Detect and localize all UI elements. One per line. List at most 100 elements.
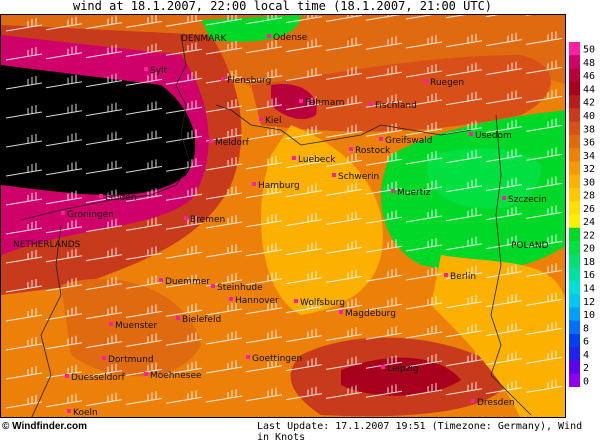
place-duemmer[interactable]: Duemmer <box>159 277 210 287</box>
legend-swatch <box>569 188 580 202</box>
place-muertiz[interactable]: Muertiz <box>391 188 431 198</box>
legend-swatch <box>569 228 580 242</box>
place-luebeck[interactable]: Luebeck <box>292 155 336 165</box>
legend-value: 18 <box>583 257 595 268</box>
place-odense[interactable]: Odense <box>267 33 308 43</box>
copyright: © Windfinder.com <box>2 421 87 432</box>
place-muenster[interactable]: Muenster <box>109 321 157 331</box>
place-marker-icon <box>246 355 250 359</box>
legend-swatch <box>569 135 580 149</box>
place-label: Duemmer <box>165 277 210 287</box>
legend-swatch <box>569 108 580 122</box>
legend-value: 20 <box>583 244 595 255</box>
place-marker-icon <box>332 173 336 177</box>
place-label: Groningen <box>67 210 114 220</box>
legend-swatch <box>569 201 580 215</box>
place-marker-icon <box>424 79 428 83</box>
legend-swatch <box>569 241 580 255</box>
place-marker-icon <box>259 117 263 121</box>
place-rostock[interactable]: Rostock <box>349 146 391 156</box>
place-fischland[interactable]: Fischland <box>369 101 417 111</box>
place-groningen[interactable]: Groningen <box>61 210 114 220</box>
place-bremen[interactable]: Bremen <box>184 215 225 225</box>
place-szczecin[interactable]: Szczecin <box>502 195 547 205</box>
place-label: Fischland <box>375 101 417 111</box>
place-goettingen[interactable]: Goettingen <box>246 354 302 364</box>
place-dresden[interactable]: Dresden <box>471 398 515 408</box>
place-hannover[interactable]: Hannover <box>229 296 279 306</box>
place-greifswald[interactable]: Greifswald <box>379 136 432 146</box>
place-marker-icon <box>144 372 148 376</box>
place-usedom[interactable]: Usedom <box>469 131 512 141</box>
place-marker-icon <box>381 365 385 369</box>
legend-swatch <box>569 374 580 387</box>
legend-value: 8 <box>583 323 589 334</box>
place-marker-icon <box>184 216 188 220</box>
place-label: Bielefeld <box>182 315 221 325</box>
legend-value: 48 <box>583 58 595 69</box>
place-label: Steinhude <box>217 283 263 293</box>
place-meldorf[interactable]: Meldorf <box>209 138 250 148</box>
place-marker-icon <box>267 34 271 38</box>
place-marker-icon <box>299 99 303 103</box>
place-marker-icon <box>144 67 148 71</box>
place-label: Kiel <box>265 116 281 126</box>
place-label: Rostock <box>355 146 391 156</box>
legend-swatch <box>569 254 580 268</box>
place-emden[interactable]: Emden <box>99 193 136 203</box>
legend-swatch <box>569 95 580 109</box>
place-marker-icon <box>229 297 233 301</box>
place-label: Ruegen <box>430 78 464 88</box>
place-duesseldorf[interactable]: Duesseldorf <box>65 373 126 383</box>
legend-value: 40 <box>583 111 595 122</box>
legend-value: 32 <box>583 164 595 175</box>
legend-swatch <box>569 360 580 374</box>
legend-value: 26 <box>583 204 595 215</box>
place-marker-icon <box>292 156 296 160</box>
place-marker-icon <box>339 310 343 314</box>
place-hamburg[interactable]: Hamburg <box>252 181 300 191</box>
place-marker-icon <box>502 196 506 200</box>
legend-value: 14 <box>583 283 595 294</box>
legend-swatch <box>569 82 580 96</box>
place-marker-icon <box>211 284 215 288</box>
legend-swatch <box>569 42 580 56</box>
place-label: Meldorf <box>215 138 250 148</box>
legend-swatch <box>569 307 580 321</box>
place-label: Bremen <box>190 215 225 225</box>
legend-value: 0 <box>583 376 589 387</box>
place-marker-icon <box>221 77 225 81</box>
place-label: Emden <box>105 193 136 203</box>
legend-value: 28 <box>583 191 595 202</box>
place-flensburg[interactable]: Flensburg <box>221 76 271 86</box>
place-label: Koeln <box>73 408 98 418</box>
place-label: Fehmarn <box>305 98 344 108</box>
place-magdeburg[interactable]: Magdeburg <box>339 309 396 319</box>
legend-value: 2 <box>583 363 589 374</box>
place-schwerin[interactable]: Schwerin <box>332 172 379 182</box>
place-moehnesee[interactable]: Moehnesee <box>144 371 202 381</box>
place-marker-icon <box>349 147 353 151</box>
legend-swatch <box>569 175 580 189</box>
place-steinhude[interactable]: Steinhude <box>211 283 263 293</box>
place-wolfsburg[interactable]: Wolfsburg <box>294 298 345 308</box>
place-dortmund[interactable]: Dortmund <box>102 355 154 365</box>
place-label: Hamburg <box>258 181 300 191</box>
country-label: POLAND <box>511 241 549 251</box>
legend-swatch <box>569 122 580 136</box>
place-marker-icon <box>65 374 69 378</box>
place-label: Wolfsburg <box>300 298 345 308</box>
place-fehmarn[interactable]: Fehmarn <box>299 98 344 108</box>
place-marker-icon <box>252 182 256 186</box>
place-label: Dresden <box>477 398 515 408</box>
place-label: Muertiz <box>397 188 431 198</box>
legend-swatch <box>569 148 580 162</box>
legend-swatch <box>569 294 580 308</box>
place-label: Magdeburg <box>345 309 396 319</box>
place-bielefeld[interactable]: Bielefeld <box>176 315 221 325</box>
legend-swatch <box>569 347 580 361</box>
place-ruegen[interactable]: Ruegen <box>424 78 464 88</box>
place-leipzig[interactable]: Leipzig <box>381 364 419 374</box>
